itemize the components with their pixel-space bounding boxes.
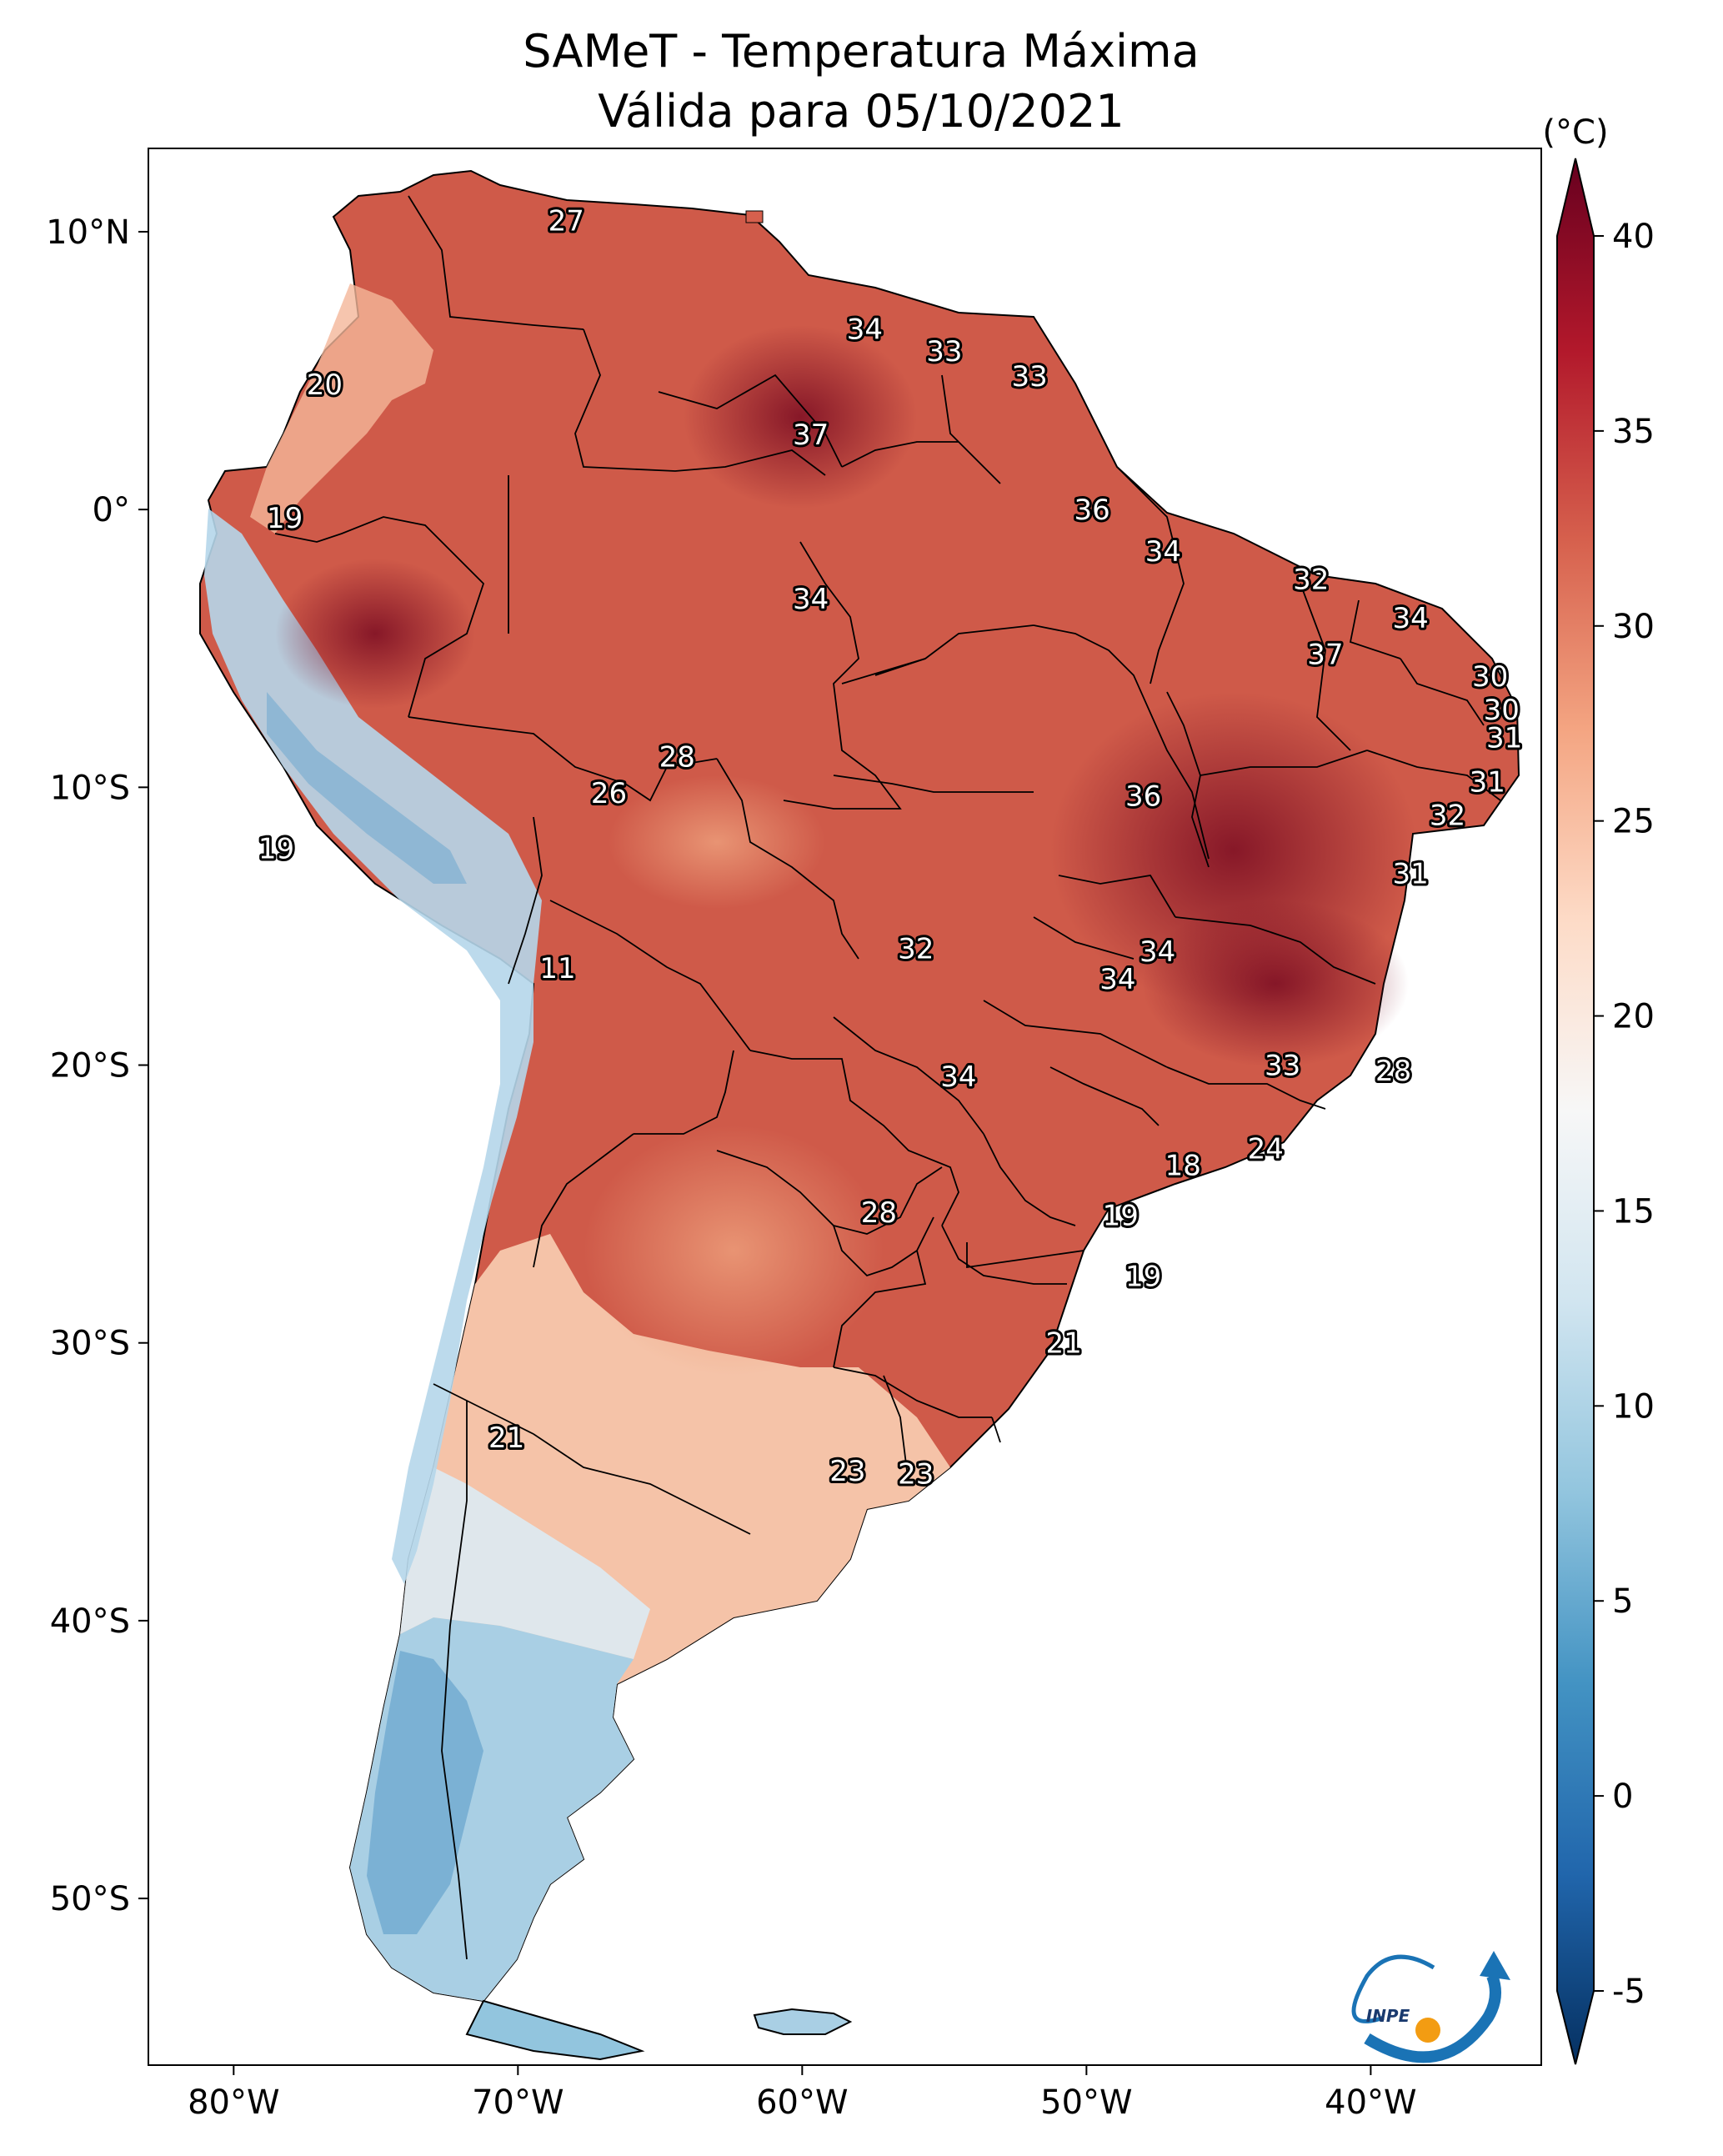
colorbar-units: (°C) (1542, 113, 1608, 152)
temperature-label: 18 (1165, 1149, 1201, 1182)
temperature-label: 32 (898, 933, 934, 966)
x-tick-label: 70°W (472, 2083, 563, 2122)
y-axis: 10°N 0° 10°S 20°S 30°S 40°S 50°S (46, 213, 148, 1918)
y-tick-label: 0° (93, 491, 130, 529)
temperature-label: 34 (847, 313, 883, 347)
map-title: SAMeT - Temperatura Máxima (523, 25, 1199, 78)
temperature-label: 21 (488, 1421, 524, 1455)
temperature-label: 33 (1012, 360, 1048, 394)
y-tick-label: 40°S (50, 1602, 130, 1641)
temperature-label: 32 (1293, 563, 1329, 596)
temperature-label: 32 (1430, 800, 1465, 833)
warm-area-bolivia (609, 775, 825, 909)
temperature-label: 28 (861, 1196, 897, 1230)
colorbar-ticks: 40 35 30 25 20 15 10 5 0 -5 (1594, 218, 1655, 2011)
hot-core-amazon-west (275, 559, 475, 709)
temperature-label: 19 (267, 502, 303, 535)
warm-area-chaco (584, 1126, 884, 1376)
andes-coldest (267, 692, 467, 884)
colorbar-gradient (1556, 158, 1595, 2065)
temperature-label: 27 (548, 205, 584, 238)
andes-cold-strip (204, 509, 542, 1584)
temperature-label: 36 (1125, 780, 1161, 813)
temperature-label: 21 (1045, 1327, 1081, 1361)
temperature-label: 30 (1472, 660, 1508, 694)
temperature-label: 20 (307, 369, 343, 402)
temperature-label: 36 (1074, 494, 1110, 527)
temperature-label: 28 (659, 741, 695, 775)
temperature-label: 34 (1139, 935, 1175, 969)
patagonia-coldest (367, 1651, 483, 1934)
hot-core-guiana (684, 325, 917, 509)
temperature-label: 30 (1484, 694, 1520, 727)
y-tick-label: 50°S (50, 1880, 130, 1918)
y-tick-label: 30°S (50, 1325, 130, 1363)
temperature-label: 24 (1248, 1132, 1284, 1166)
colorbar-tick-label: 25 (1612, 803, 1655, 841)
caribbean-island (745, 210, 764, 223)
patagonia-transition (400, 1467, 650, 1659)
temperature-label: 33 (926, 335, 962, 369)
temperature-label: 37 (1307, 638, 1343, 671)
temperature-label: 19 (1125, 1261, 1161, 1294)
temperature-label: 33 (1265, 1050, 1300, 1083)
colorbar-tick-label: 35 (1612, 413, 1655, 451)
colorbar-tick-label: 40 (1612, 218, 1655, 256)
colorbar-tick-label: 30 (1612, 608, 1655, 646)
inpe-logo-ring (1351, 1954, 1435, 2023)
political-borders (274, 195, 1501, 1960)
colorbar-tick-label: 5 (1612, 1582, 1633, 1621)
temperature-label: 34 (1392, 602, 1428, 635)
inpe-logo-arc (1364, 1973, 1501, 2063)
x-axis: 80°W 70°W 60°W 50°W 40°W (188, 2065, 1417, 2122)
temperature-label: 34 (940, 1060, 976, 1094)
temperature-label: 23 (898, 1457, 934, 1491)
temperature-label: 31 (1470, 766, 1505, 800)
inpe-logo-dot (1415, 2018, 1440, 2043)
temperature-label: 34 (1145, 535, 1181, 569)
northern-andes (250, 283, 433, 534)
colorbar-tick-label: 15 (1612, 1192, 1655, 1231)
inpe-logo-text: INPE (1366, 2006, 1410, 2026)
hot-core-central (1142, 900, 1409, 1067)
temperature-label: 31 (1486, 721, 1522, 755)
colorbar-tick-label: 0 (1612, 1777, 1633, 1816)
map-subtitle: Válida para 05/10/2021 (598, 85, 1124, 138)
y-tick-label: 10°S (50, 769, 130, 807)
map-layer (148, 148, 1541, 2065)
colorbar-tick-label: 20 (1612, 998, 1655, 1036)
x-tick-label: 60°W (756, 2083, 848, 2122)
temperature-label: 19 (1103, 1199, 1139, 1232)
colorbar-tick-label: -5 (1612, 1973, 1645, 2011)
temperature-label: 28 (1375, 1055, 1411, 1088)
temperature-label: 11 (539, 952, 575, 985)
temperature-label: 19 (258, 833, 294, 866)
x-tick-label: 80°W (188, 2083, 279, 2122)
temperature-label: 23 (829, 1455, 865, 1488)
temperature-label: 37 (793, 419, 829, 452)
falkland-islands (753, 2008, 853, 2035)
temperature-label: 31 (1392, 858, 1428, 891)
x-tick-label: 50°W (1040, 2083, 1132, 2122)
colorbar-tick-label: 10 (1612, 1387, 1655, 1426)
temperature-label: 26 (591, 777, 627, 810)
tierra-del-fuego (465, 1999, 645, 2061)
y-tick-label: 20°S (50, 1047, 130, 1086)
inpe-logo: INPE (1351, 1951, 1510, 2063)
inpe-logo-arrow (1480, 1951, 1510, 1980)
temperature-label: 34 (793, 583, 829, 616)
plot-frame (148, 148, 1542, 2066)
temperature-label: 34 (1099, 963, 1135, 996)
y-tick-label: 10°N (46, 213, 130, 252)
colorbar: (°C) 40 35 30 25 20 15 10 5 0 -5 (1542, 113, 1655, 2065)
x-tick-label: 40°W (1325, 2083, 1416, 2122)
